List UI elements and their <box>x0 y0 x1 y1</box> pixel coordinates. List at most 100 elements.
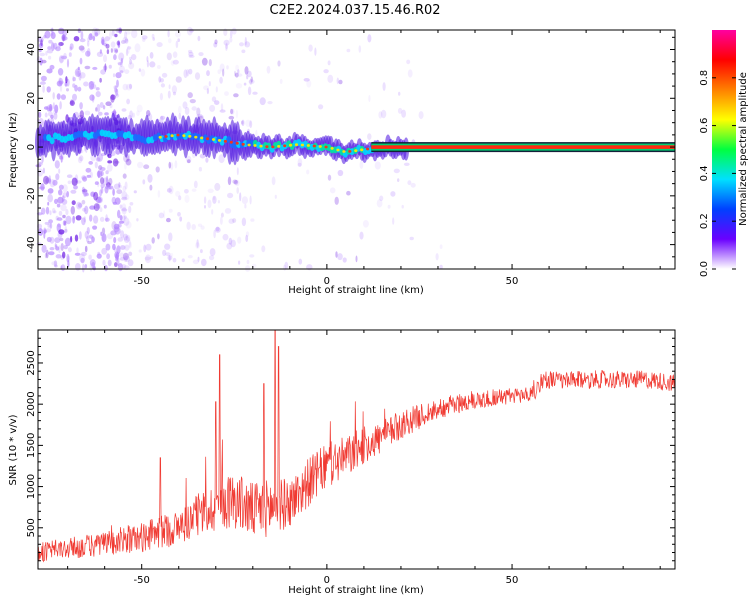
spectrogram-noise-blob <box>229 37 233 43</box>
spectrogram-noise-blob <box>84 110 91 116</box>
spectrogram-noise-blob <box>89 259 96 267</box>
spectrogram-noise-blob <box>48 175 51 183</box>
spectrogram-noise-blob <box>121 108 127 112</box>
spectrogram-noise-blob <box>191 224 196 230</box>
spectrogram-noise-blob <box>329 187 336 194</box>
spectrogram-noise-blob <box>113 47 119 54</box>
spectrogram-noise-blob <box>124 69 130 74</box>
spectrogram-frame <box>37 29 676 270</box>
spectrogram-noise-blob <box>69 43 74 50</box>
spectrogram-noise-blob <box>177 38 180 43</box>
spectrogram-peak <box>306 144 310 147</box>
spectrogram-noise-blob <box>116 40 121 46</box>
spectrogram-noise-blob <box>114 262 118 268</box>
spectrogram-noise-blob <box>244 41 251 48</box>
spectrogram-noise-blob <box>189 28 194 33</box>
spectrogram-noise-blob <box>58 55 65 63</box>
spectrogram-noise-blob <box>96 157 101 162</box>
spectrogram-noise-blob <box>54 264 58 268</box>
spectrogram-noise-blob <box>62 192 67 199</box>
spectrogram-noise-blob <box>48 219 53 224</box>
spectrogram-noise-blob <box>245 119 252 128</box>
spectrogram-noise-blob <box>124 38 129 44</box>
spectrogram-noise-blob <box>195 242 200 249</box>
spectrogram-noise-blob <box>141 35 148 40</box>
spectrogram-noise-blob <box>170 253 174 257</box>
spectrogram-noise-blob <box>121 215 126 224</box>
spectrogram-noise-blob <box>49 247 55 251</box>
spectrogram-noise-blob <box>151 237 155 244</box>
spectrogram-noise-blob <box>203 85 209 91</box>
spectrogram-noise-blob <box>62 214 66 219</box>
spectrogram-noise-blob <box>47 201 50 206</box>
spectrogram-noise-blob <box>110 94 116 100</box>
spectrogram-noise-blob <box>250 218 255 222</box>
spectrogram-noise-blob <box>378 111 383 119</box>
spectrogram-noise-blob <box>112 73 116 78</box>
spectrogram-peak <box>176 133 180 137</box>
colorbar-tick-label: 0.4 <box>699 165 710 181</box>
spectrogram-noise-blob <box>102 105 106 110</box>
spectrogram-noise-blob <box>236 167 239 176</box>
spectrogram-noise-blob <box>163 210 166 219</box>
spectrogram-noise-blob <box>102 259 106 266</box>
spectrogram-noise-blob <box>213 229 216 239</box>
spectrogram-noise-blob <box>113 237 117 244</box>
spectrogram-noise-blob <box>55 246 60 251</box>
spectrogram-noise-blob <box>74 234 79 242</box>
spectrogram-noise-blob <box>227 176 232 186</box>
spectrogram-noise-blob <box>55 254 62 259</box>
spectrogram-noise-blob <box>233 93 239 98</box>
spectrogram-x-tick-label: 50 <box>506 276 519 287</box>
spectrogram-noise-blob <box>143 164 150 169</box>
spectrogram-noise-blob <box>45 177 51 184</box>
spectrogram-y-axis-label: Frequency (Hz) <box>8 112 19 188</box>
spectrogram-noise-blob <box>43 35 47 39</box>
spectrogram-noise-blob <box>119 257 126 261</box>
spectrogram-noise-blob <box>101 247 108 255</box>
spectrogram-noise-blob <box>234 72 239 78</box>
spectrogram-noise-blob <box>393 168 400 174</box>
spectrogram-noise-blob <box>158 76 162 83</box>
spectrogram-noise-blob <box>197 256 200 262</box>
snr-y-tick-label: 2000 <box>26 391 37 416</box>
spectrogram-noise-blob <box>110 41 116 48</box>
spectrogram-noise-blob <box>120 40 126 44</box>
spectrogram-noise-blob <box>337 253 343 261</box>
spectrogram-noise-blob <box>249 254 255 258</box>
spectrogram-noise-blob <box>174 160 178 169</box>
spectrogram-noise-blob <box>108 64 112 69</box>
spectrogram-noise-blob <box>220 212 224 218</box>
spectrogram-noise-blob <box>73 185 78 190</box>
spectrogram-noise-blob <box>214 39 218 45</box>
spectrogram-noise-blob <box>156 42 163 48</box>
spectrogram-noise-blob <box>201 258 207 267</box>
spectrogram-noise-blob <box>121 264 127 269</box>
spectrogram-noise-blob <box>124 181 128 190</box>
colorbar-tick-label: 0.0 <box>699 261 710 277</box>
spectrogram-noise-blob <box>79 102 83 110</box>
spectrogram-noise-blob <box>379 195 384 202</box>
spectrogram-noise-blob <box>241 120 244 125</box>
spectrogram-noise-blob <box>100 231 103 236</box>
spectrogram-noise-blob <box>243 82 247 86</box>
spectrogram-noise-blob <box>80 251 87 257</box>
spectrogram-noise-blob <box>123 255 128 263</box>
spectrogram-core <box>226 136 232 144</box>
spectrogram-noise-blob <box>49 210 52 216</box>
spectrogram-noise-blob <box>152 37 155 41</box>
spectrogram-noise-blob <box>46 49 54 54</box>
spectrogram-noise-blob <box>80 31 84 40</box>
spectrogram-noise-blob <box>102 65 108 71</box>
spectrogram-noise-blob <box>159 115 164 125</box>
spectrogram-noise-blob <box>124 194 130 201</box>
spectrogram-noise-blob <box>187 92 193 99</box>
spectrogram-noise-blob <box>168 255 171 262</box>
spectrogram-noise-blob <box>115 72 122 79</box>
spectrogram-noise-blob <box>66 174 73 178</box>
spectrogram-noise-blob <box>104 36 111 42</box>
spectrogram-peak <box>354 149 358 153</box>
spectrogram-noise-blob <box>118 65 125 73</box>
chart-title: C2E2.2024.037.15.46.R02 <box>269 3 440 18</box>
spectrogram-noise-blob <box>124 162 127 170</box>
